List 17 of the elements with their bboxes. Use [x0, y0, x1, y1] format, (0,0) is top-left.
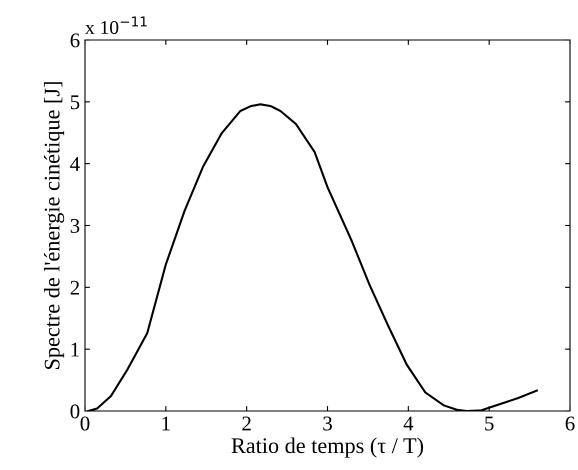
y-tick-label: 0 — [70, 404, 80, 418]
y-axis-title: Spectre de l'énergie cinétique [J] — [44, 82, 64, 369]
x-tick-label: 5 — [485, 416, 494, 431]
y-tick-label: 6 — [70, 33, 80, 48]
y-tick-label: 1 — [72, 342, 79, 356]
x-tick-label: 2 — [242, 416, 251, 430]
x-tick-label: 0 — [80, 416, 90, 431]
x-tick-label: 4 — [404, 416, 414, 430]
y-tick-label: 3 — [70, 218, 80, 233]
text: x 10$^{−11}$ — [85, 16, 147, 34]
y-tick-label: 2 — [70, 280, 79, 295]
x-tick-label: 1 — [162, 416, 170, 430]
x-axis-title: Ratio de temps (τ / T) — [232, 438, 424, 458]
y-tick-label: 5 — [70, 95, 80, 110]
x-tick-label: 3 — [323, 416, 332, 431]
x-tick-label: 6 — [566, 416, 575, 431]
y-tick-label: 4 — [70, 157, 80, 171]
